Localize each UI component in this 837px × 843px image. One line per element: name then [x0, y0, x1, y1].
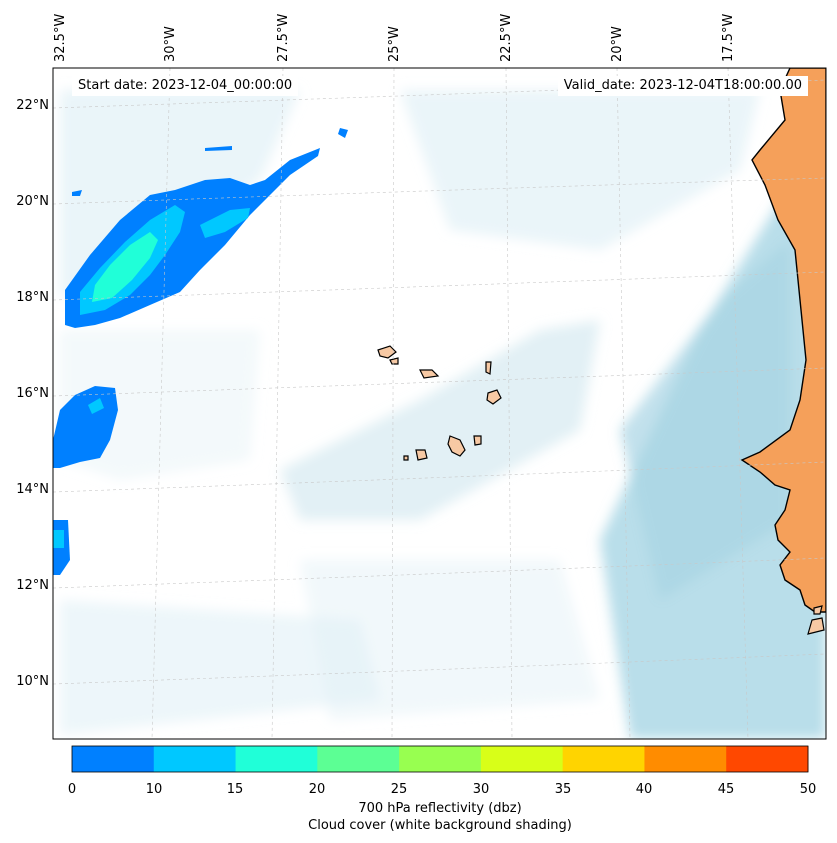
lon-label: 27.5°W [276, 13, 291, 62]
lat-label: 10°N [16, 674, 49, 689]
colorbar-tick: 45 [717, 782, 735, 797]
land [377, 68, 826, 635]
map-frame [52, 67, 827, 740]
valid-date-label: Valid_date: 2023-12-04T18:00:00.00 [557, 76, 808, 96]
colorbar-segment [72, 746, 155, 772]
colorbar-tick: 20 [308, 782, 326, 797]
colorbar-segment [235, 746, 318, 772]
cloud-cover [60, 90, 826, 739]
colorbar-segment [153, 746, 237, 772]
lat-label: 22°N [16, 98, 49, 113]
colorbar [71, 745, 809, 773]
lon-label: 22.5°W [499, 13, 514, 62]
lat-label: 20°N [16, 194, 49, 209]
lon-label: 17.5°W [721, 13, 736, 62]
start-date-label: Start date: 2023-12-04_00:00:00 [72, 76, 299, 96]
lon-label: 20°W [610, 26, 625, 62]
colorbar-segment [726, 746, 809, 772]
lat-label: 14°N [16, 482, 49, 497]
colorbar-segment [562, 746, 645, 772]
reflectivity-band-north [65, 128, 348, 328]
lat-label: 18°N [16, 290, 49, 305]
graticule [53, 68, 826, 739]
colorbar-tick: 40 [635, 782, 653, 797]
lat-label: 16°N [16, 386, 49, 401]
lon-label: 25°W [387, 26, 402, 62]
reflectivity-cells-west [53, 386, 118, 575]
colorbar-tick: 25 [390, 782, 408, 797]
lat-label: 12°N [16, 578, 49, 593]
colorbar-frame [71, 745, 809, 773]
colorbar-segment [644, 746, 727, 772]
colorbar-tick: 30 [472, 782, 490, 797]
colorbar-segment [399, 746, 482, 772]
colorbar-tick: 15 [226, 782, 244, 797]
colorbar-tick: 0 [67, 782, 77, 797]
colorbar-tick: 50 [799, 782, 817, 797]
colorbar-tick: 35 [554, 782, 572, 797]
lon-label: 32.5°W [53, 13, 68, 62]
colorbar-tick: 10 [145, 782, 163, 797]
colorbar-label: 700 hPa reflectivity (dbz) [358, 801, 522, 816]
lon-label: 30°W [163, 26, 178, 62]
colorbar-sublabel: Cloud cover (white background shading) [308, 818, 572, 833]
colorbar-segment [317, 746, 400, 772]
colorbar-segment [480, 746, 564, 772]
